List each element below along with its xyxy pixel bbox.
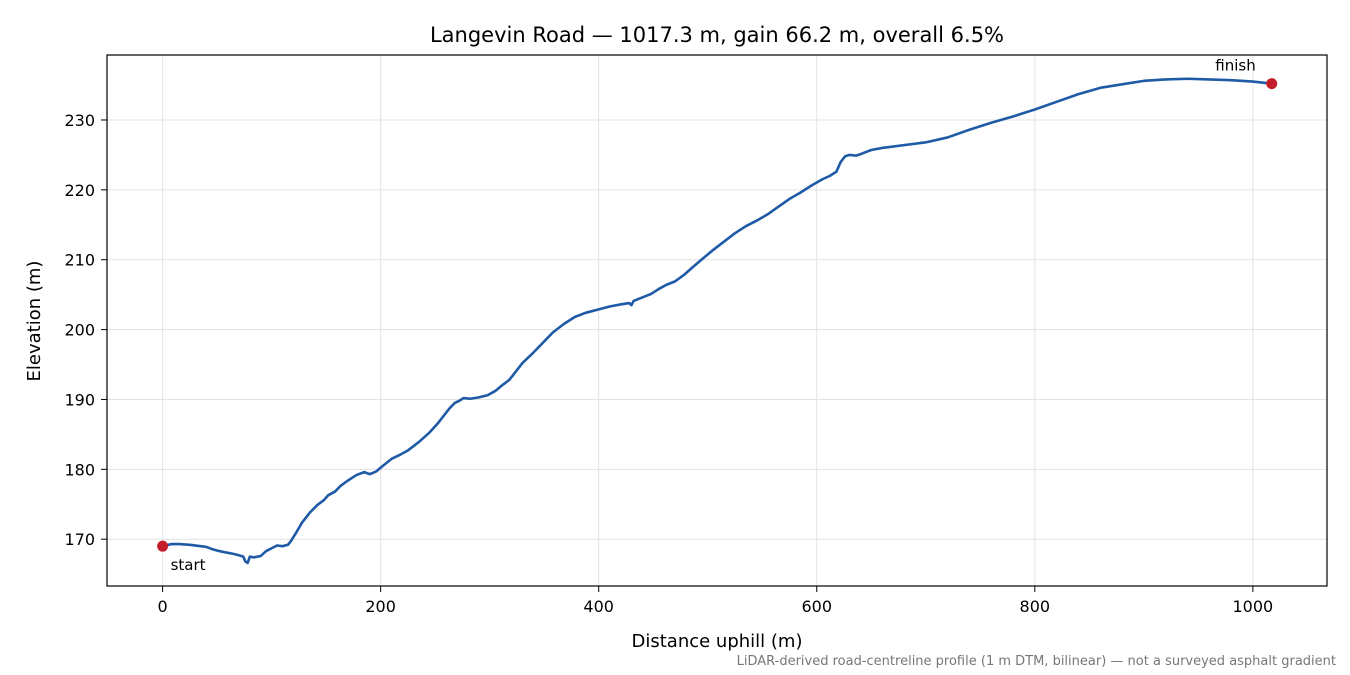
x-tick-label: 0 (158, 597, 168, 616)
x-tick-label: 600 (801, 597, 832, 616)
y-tick-label: 200 (64, 321, 95, 340)
y-axis-label: Elevation (m) (24, 261, 45, 382)
start-marker (157, 540, 169, 552)
y-tick-label: 220 (64, 181, 95, 200)
footnote: LiDAR-derived road-centreline profile (1… (737, 654, 1336, 669)
x-tick-label: 1000 (1233, 597, 1274, 616)
x-tick-label: 800 (1020, 597, 1051, 616)
series-layer (161, 77, 1274, 565)
plot-frame (106, 54, 1328, 587)
chart-title: Langevin Road — 1017.3 m, gain 66.2 m, o… (430, 23, 1004, 47)
grid-layer (107, 55, 1327, 586)
y-tick-label: 210 (64, 251, 95, 270)
x-tick-label: 400 (583, 597, 614, 616)
annotation-layer: start finish (157, 57, 1278, 574)
x-axis-label: Distance uphill (m) (632, 631, 803, 652)
finish-label: finish (1215, 57, 1255, 75)
start-label: start (171, 556, 206, 574)
y-tick-label: 170 (64, 530, 95, 549)
finish-marker (1266, 78, 1278, 90)
tick-layer: 0 200 400 600 800 1000 170 180 190 200 210 220 230 (64, 111, 1273, 616)
x-tick-label: 200 (365, 597, 396, 616)
y-tick-label: 230 (64, 111, 95, 130)
elevation-line (161, 77, 1274, 565)
y-tick-label: 180 (64, 460, 95, 479)
y-tick-label: 190 (64, 390, 95, 409)
